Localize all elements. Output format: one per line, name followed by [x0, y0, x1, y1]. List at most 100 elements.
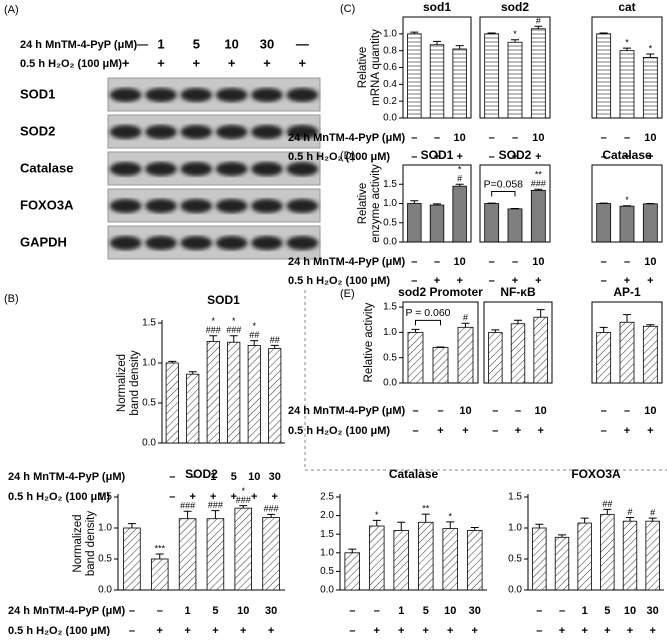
- error-bar: [623, 315, 631, 323]
- bar: [151, 559, 168, 590]
- band-label: SOD1: [20, 86, 55, 101]
- error-bar: [422, 514, 430, 522]
- chart-title: SOD2: [499, 148, 532, 162]
- blot-band: [145, 199, 177, 213]
- bar: [531, 190, 545, 242]
- bar: [453, 49, 467, 118]
- blot-band: [110, 236, 142, 250]
- blot-band: [145, 88, 177, 102]
- condition-value: +: [537, 425, 543, 437]
- y-tick-label: 0.2: [383, 96, 397, 107]
- y-axis-label: Relative: [357, 47, 369, 89]
- bar: [207, 519, 224, 590]
- condition-value: 5: [604, 605, 610, 617]
- condition-label: 0.5 h H₂O₂ (100 μM): [288, 151, 390, 163]
- condition-value: +: [268, 625, 274, 636]
- condition-value: 5: [231, 471, 237, 483]
- bar: [620, 322, 634, 383]
- condition-value: –: [601, 425, 607, 437]
- bar: [453, 186, 467, 242]
- condition-value: 30: [265, 605, 277, 617]
- chart-title: FOXO3A: [571, 467, 621, 481]
- condition-value: 10: [624, 605, 636, 617]
- bar: [166, 363, 178, 443]
- significance-label: ###: [531, 179, 546, 189]
- significance-label: *: [625, 38, 629, 48]
- condition-value: 1: [398, 605, 404, 617]
- blot-band: [216, 162, 248, 176]
- error-bar: [600, 327, 608, 332]
- y-tick-label: 0.4: [383, 79, 397, 90]
- y-tick-label: 1.0: [508, 523, 522, 534]
- blot-band: [180, 88, 212, 102]
- blot-band: [251, 236, 283, 250]
- significance-label: #: [463, 313, 468, 323]
- bar: [228, 342, 240, 443]
- condition-value: –: [411, 132, 417, 144]
- condition-label: 0.5 h H₂O₂ (100 μM): [20, 58, 122, 70]
- blot-band: [286, 88, 318, 102]
- y-tick-label: 0.8: [383, 45, 397, 56]
- y-tick-label: 0.0: [98, 585, 112, 596]
- bar: [179, 519, 196, 590]
- y-tick-label: 0.5: [383, 352, 397, 363]
- blot-band: [286, 199, 318, 213]
- condition-value: 10: [459, 405, 471, 417]
- bar: [248, 345, 260, 443]
- chart-title: SOD1: [421, 148, 454, 162]
- y-tick-label: 1.0: [383, 28, 397, 39]
- condition-value: +: [447, 625, 453, 636]
- condition-value: 30: [647, 605, 659, 617]
- condition-label: 24 h MnTM-4-PyP (μM): [288, 405, 405, 417]
- chart-title: Catalase: [389, 467, 439, 481]
- y-axis-label: Normalized: [116, 354, 128, 412]
- condition-value: –: [129, 605, 135, 617]
- y-axis-label: Relative: [357, 183, 369, 225]
- blot-band: [110, 88, 142, 102]
- y-axis-label: Relative activity: [363, 302, 375, 382]
- condition-value: +: [374, 625, 380, 636]
- bar: [597, 34, 611, 118]
- error-bar: [267, 514, 275, 517]
- panel-label: (A): [4, 4, 19, 16]
- condition-value: –: [437, 405, 443, 417]
- significance-label: #: [457, 174, 462, 184]
- bracket: [492, 192, 515, 197]
- chart-title: SOD2: [185, 467, 218, 481]
- significance-label: #: [627, 507, 632, 517]
- blot-band: [180, 236, 212, 250]
- condition-label: 0.5 h H₂O₂ (100 μM): [288, 275, 390, 287]
- chart-title: SOD1: [207, 293, 240, 307]
- error-bar: [471, 528, 479, 531]
- chart-title: sod1: [423, 0, 451, 14]
- condition-label: 24 h MnTM-4-PyP (μM): [8, 605, 125, 617]
- condition-label: 24 h MnTM-4-PyP (μM): [8, 471, 125, 483]
- chart-title: sod2 Promoter: [398, 285, 483, 299]
- condition-value: 10: [532, 132, 544, 144]
- panel-label: (E): [340, 288, 355, 300]
- blot-band: [216, 236, 248, 250]
- chart-title: sod2: [501, 0, 529, 14]
- condition-value: –: [489, 132, 495, 144]
- significance-label: *: [448, 511, 452, 521]
- y-tick-label: 0.0: [142, 438, 156, 449]
- bar: [418, 522, 433, 590]
- y-tick-label: 2.5: [320, 492, 334, 503]
- error-bar: [537, 310, 545, 318]
- blot-band: [145, 162, 177, 176]
- condition-value: –: [515, 405, 521, 417]
- blot-band: [286, 162, 318, 176]
- condition-value: –: [412, 405, 418, 417]
- condition-value: +: [581, 625, 587, 636]
- condition-value: –: [624, 132, 630, 144]
- y-tick-label: 0.6: [383, 62, 397, 73]
- condition-value: 10: [644, 132, 656, 144]
- error-bar: [649, 518, 657, 521]
- condition-value: –: [536, 625, 542, 636]
- bar: [533, 528, 547, 590]
- error-bar: [462, 323, 470, 327]
- bar: [643, 204, 657, 242]
- condition-label: 0.5 h H₂O₂ (100 μM): [288, 425, 390, 437]
- condition-value: –: [489, 256, 495, 268]
- significance-label: ##: [602, 499, 612, 509]
